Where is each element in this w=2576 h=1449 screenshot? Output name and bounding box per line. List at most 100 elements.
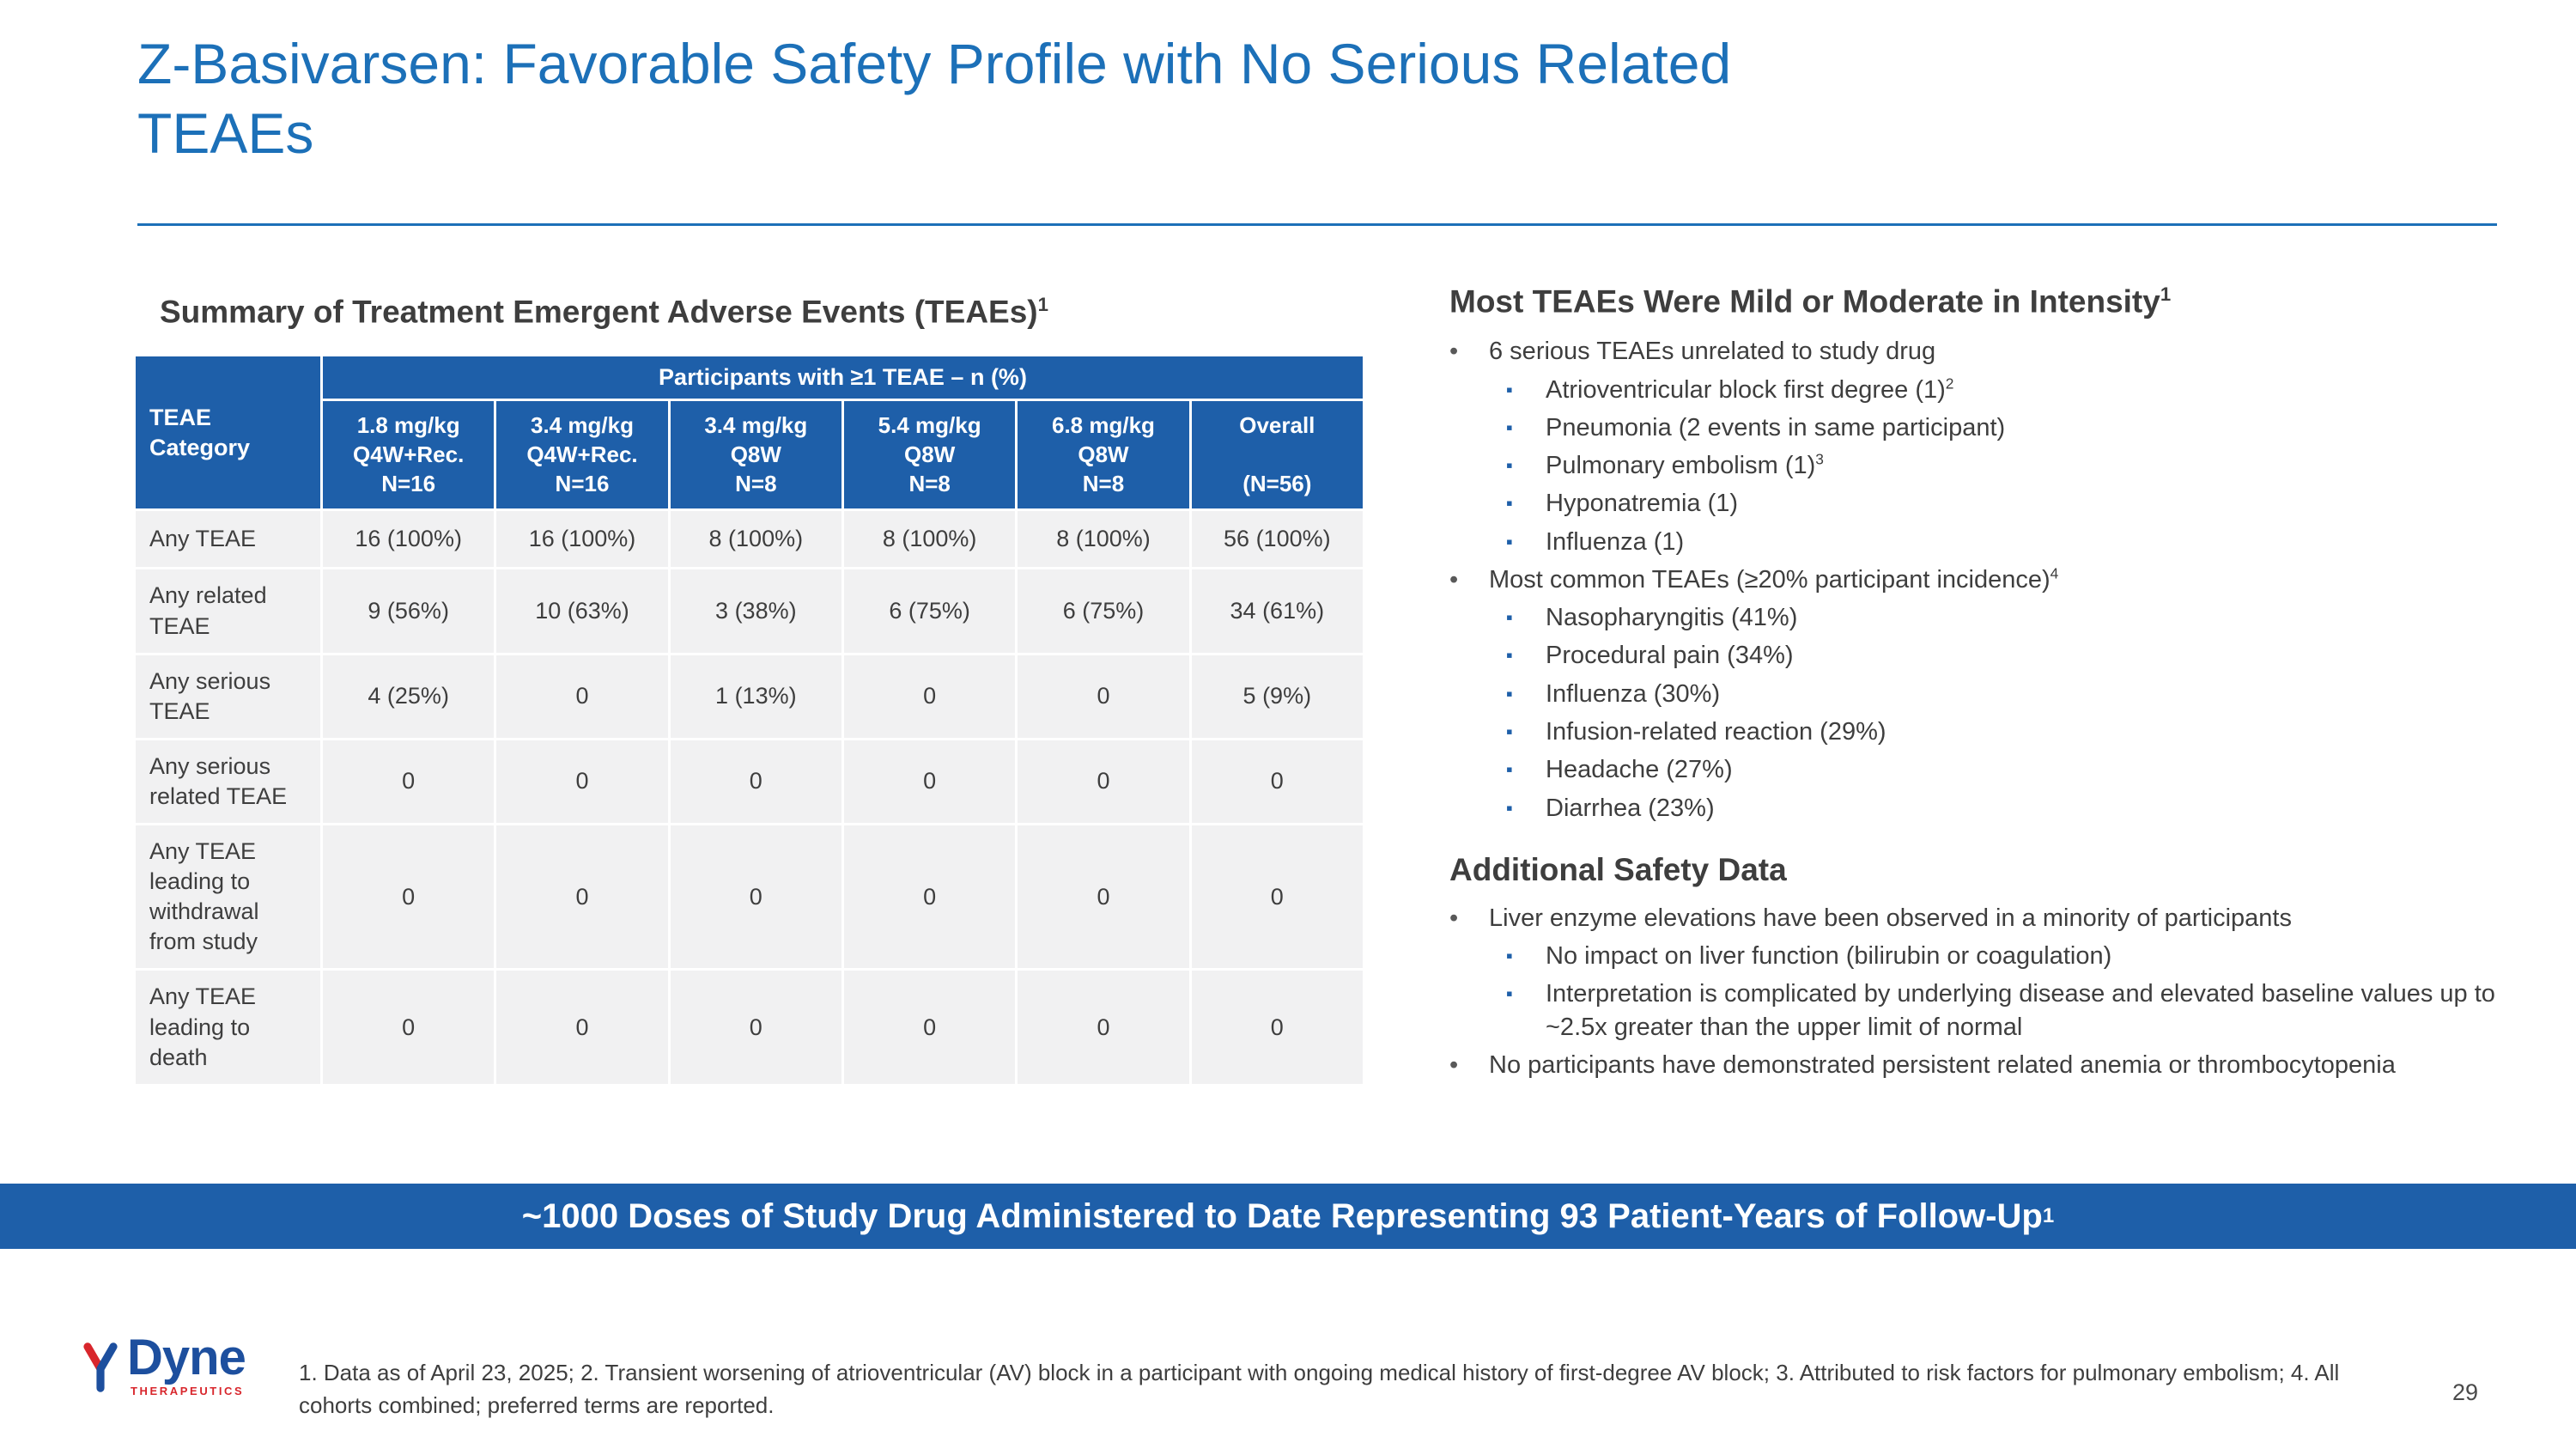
table-cell: 0 xyxy=(494,968,671,1087)
footnote: 1. Data as of April 23, 2025; 2. Transie… xyxy=(299,1360,2340,1418)
table-span-header-row: TEAE Category Participants with ≥1 TEAE … xyxy=(133,353,1365,512)
bullet-square-icon: ▪ xyxy=(1506,796,1513,819)
table-cell: 6 (75%) xyxy=(1015,567,1192,655)
bullet-square-icon: ▪ xyxy=(1506,530,1513,552)
table-cell: 8 (100%) xyxy=(841,508,1018,570)
list-item: ▪ Atrioventricular block first degree (1)… xyxy=(1506,374,2557,406)
table-row: Any related TEAE 9 (56%) 10 (63%) 3 (38%… xyxy=(133,567,1366,655)
table-cell: 9 (56%) xyxy=(319,567,497,655)
list-item: ▪ Nasopharyngitis (41%) xyxy=(1506,601,2557,634)
logo-brand-text: Dyne xyxy=(127,1330,246,1385)
list-item-text: Diarrhea (23%) xyxy=(1546,794,1715,822)
list-item-text: No impact on liver function (bilirubin o… xyxy=(1546,942,2112,971)
banner-superscript: 1 xyxy=(2042,1204,2055,1227)
table-cell: 0 xyxy=(841,968,1018,1087)
table-cell: 0 xyxy=(841,823,1018,971)
bullet-square-icon: ▪ xyxy=(1506,758,1513,781)
table-cell: 10 (63%) xyxy=(494,567,671,655)
bullet-square-icon: ▪ xyxy=(1506,720,1513,742)
table-cell: 56 (100%) xyxy=(1188,508,1366,570)
list-item-text: Liver enzyme elevations have been observ… xyxy=(1489,904,2292,932)
bullet-square-icon: ▪ xyxy=(1506,454,1513,477)
list-item: • Most common TEAEs (≥20% participant inc… xyxy=(1449,563,2557,596)
bullet-square-icon: ▪ xyxy=(1506,492,1513,514)
table-section-heading-text: Summary of Treatment Emergent Adverse Ev… xyxy=(160,294,1038,330)
table-row: Any TEAE 16 (100%) 16 (100%) 8 (100%) 8 … xyxy=(133,508,1366,570)
list-item: ▪ Influenza (30%) xyxy=(1506,678,2557,710)
list-item: • No participants have demonstrated persi… xyxy=(1449,1049,2557,1081)
list-item: ▪ Influenza (1) xyxy=(1506,526,2557,558)
bullet-dot-icon: • xyxy=(1449,904,1459,932)
list-item-text: Interpretation is complicated by underly… xyxy=(1546,980,2495,1041)
list-item-text: Most common TEAEs (≥20% participant inci… xyxy=(1489,565,2050,594)
table-cell: 0 xyxy=(1015,823,1192,971)
page-number: 29 xyxy=(2452,1379,2479,1405)
title-divider xyxy=(137,223,2497,226)
table-row: Any serious TEAE 4 (25%) 0 1 (13%) 0 0 5… xyxy=(133,652,1366,740)
table-cell: 16 (100%) xyxy=(319,508,497,570)
table-cell: 0 xyxy=(1188,968,1366,1087)
bullet-square-icon: ▪ xyxy=(1506,378,1513,400)
table-cell: 34 (61%) xyxy=(1188,567,1366,655)
column-header: 5.4 mg/kg Q8W N=8 xyxy=(841,398,1018,512)
table-cell: 5 (9%) xyxy=(1188,652,1366,740)
table-section-heading: Summary of Treatment Emergent Adverse Ev… xyxy=(160,294,1048,330)
list-item: ▪ Hyponatremia (1) xyxy=(1506,487,2557,520)
list-item: ▪ Pneumonia (2 events in same participant… xyxy=(1506,411,2557,444)
intensity-section-heading: Most TEAEs Were Mild or Moderate in Inte… xyxy=(1449,283,2557,320)
table-cell: 0 xyxy=(841,737,1018,826)
row-category: Any TEAE leading to death xyxy=(133,968,323,1087)
banner-text: ~1000 Doses of Study Drug Administered t… xyxy=(521,1196,2043,1235)
list-item: ▪ Infusion-related reaction (29%) xyxy=(1506,715,2557,748)
bullet-square-icon: ▪ xyxy=(1506,945,1513,967)
list-item-text: Infusion-related reaction (29%) xyxy=(1546,717,1886,746)
row-category: Any serious TEAE xyxy=(133,652,323,740)
table-cell: 0 xyxy=(1015,737,1192,826)
bullet-square-icon: ▪ xyxy=(1506,682,1513,704)
table-cell: 0 xyxy=(319,968,497,1087)
column-header: 6.8 mg/kg Q8W N=8 xyxy=(1015,398,1192,512)
list-item-superscript: 3 xyxy=(1815,450,1824,468)
bullet-square-icon: ▪ xyxy=(1506,983,1513,1005)
table-cell: 16 (100%) xyxy=(494,508,671,570)
table-cell: 6 (75%) xyxy=(841,567,1018,655)
list-item: • 6 serious TEAEs unrelated to study drug xyxy=(1449,335,2557,368)
row-category: Any TEAE xyxy=(133,508,323,570)
row-category: Any related TEAE xyxy=(133,567,323,655)
bullet-dot-icon: • xyxy=(1449,338,1459,366)
list-item: ▪ Pulmonary embolism (1)3 xyxy=(1506,449,2557,482)
list-item: ▪ Headache (27%) xyxy=(1506,753,2557,786)
table-cell: 0 xyxy=(319,823,497,971)
right-column: Most TEAEs Were Mild or Moderate in Inte… xyxy=(1449,283,2557,1087)
list-item-text: Pulmonary embolism (1) xyxy=(1546,452,1816,480)
table-column-header-row: 1.8 mg/kg Q4W+Rec. N=16 3.4 mg/kg Q4W+Re… xyxy=(135,398,1366,512)
bullet-dot-icon: • xyxy=(1449,565,1459,594)
teae-table: TEAE Category Participants with ≥1 TEAE … xyxy=(133,353,1366,1087)
table-cell: 0 xyxy=(841,652,1018,740)
list-item-text: Atrioventricular block first degree (1) xyxy=(1546,375,1946,404)
list-item-text: Hyponatremia (1) xyxy=(1546,490,1739,518)
table-row: Any TEAE leading to withdrawal from stud… xyxy=(133,823,1366,971)
table-cell: 0 xyxy=(494,823,671,971)
list-item: ▪ Interpretation is complicated by underl… xyxy=(1506,977,2557,1044)
table-cell: 0 xyxy=(667,968,844,1087)
list-item: ▪ No impact on liver function (bilirubin … xyxy=(1506,940,2557,972)
table-cell: 0 xyxy=(1015,968,1192,1087)
table-cell: 0 xyxy=(1188,823,1366,971)
slide-title: Z-Basivarsen: Favorable Safety Profile w… xyxy=(137,32,1732,165)
intensity-heading-superscript: 1 xyxy=(2160,283,2172,305)
table-span-header: Participants with ≥1 TEAE – n (%) xyxy=(320,354,1365,401)
row-category: Any TEAE leading to withdrawal from stud… xyxy=(133,823,323,971)
list-item: • Liver enzyme elevations have been obser… xyxy=(1449,902,2557,935)
column-header: 3.4 mg/kg Q8W N=8 xyxy=(667,398,844,512)
table-cell: 3 (38%) xyxy=(667,567,844,655)
column-header: Overall (N=56) xyxy=(1188,398,1366,512)
bullet-dot-icon: • xyxy=(1449,1050,1459,1079)
list-item-superscript: 2 xyxy=(1945,374,1954,392)
table-cell: 0 xyxy=(667,823,844,971)
list-item-text: Influenza (30%) xyxy=(1546,679,1721,708)
bullet-square-icon: ▪ xyxy=(1506,644,1513,667)
table-cell: 1 (13%) xyxy=(667,652,844,740)
list-item: ▪ Diarrhea (23%) xyxy=(1506,792,2557,825)
